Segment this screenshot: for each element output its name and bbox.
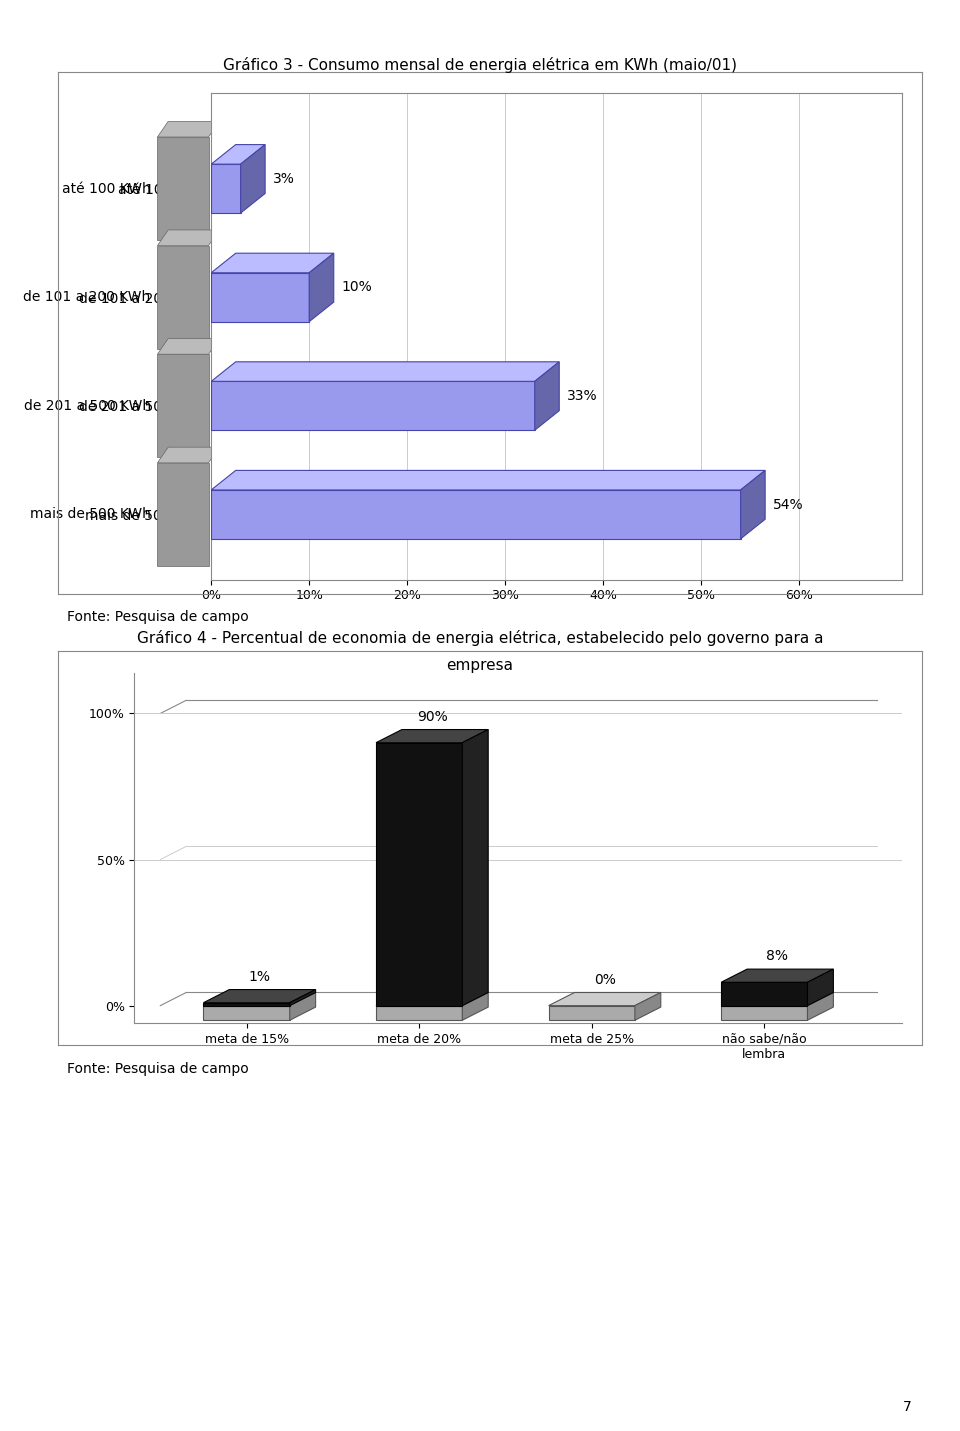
- Bar: [157, 137, 208, 240]
- Bar: [211, 489, 740, 539]
- Bar: [211, 273, 309, 322]
- Text: 33%: 33%: [567, 389, 598, 404]
- Polygon shape: [211, 471, 765, 489]
- Text: empresa: empresa: [446, 658, 514, 673]
- Bar: [721, 1006, 807, 1020]
- Polygon shape: [204, 990, 316, 1003]
- Bar: [211, 165, 241, 213]
- Text: Fonte: Pesquisa de campo: Fonte: Pesquisa de campo: [67, 610, 249, 624]
- Bar: [204, 1003, 290, 1006]
- Text: 7: 7: [903, 1400, 912, 1414]
- Text: 0%: 0%: [593, 973, 615, 986]
- Polygon shape: [548, 993, 660, 1006]
- Bar: [157, 462, 208, 567]
- Polygon shape: [157, 122, 219, 137]
- Polygon shape: [157, 446, 219, 462]
- Polygon shape: [463, 730, 489, 1006]
- Text: até 100 KWh: até 100 KWh: [62, 182, 151, 196]
- Polygon shape: [157, 339, 219, 355]
- Polygon shape: [807, 969, 833, 1006]
- Polygon shape: [241, 145, 265, 213]
- Polygon shape: [211, 253, 334, 273]
- Polygon shape: [290, 993, 316, 1020]
- Polygon shape: [535, 362, 560, 431]
- Text: Gráfico 3 - Consumo mensal de energia elétrica em KWh (maio/01): Gráfico 3 - Consumo mensal de energia el…: [223, 57, 737, 73]
- Polygon shape: [635, 993, 660, 1020]
- Text: 3%: 3%: [273, 172, 295, 186]
- Polygon shape: [721, 969, 833, 982]
- Polygon shape: [309, 253, 334, 322]
- Text: de 101 a 200 KWh: de 101 a 200 KWh: [23, 290, 151, 305]
- Polygon shape: [463, 993, 489, 1020]
- Bar: [548, 1006, 635, 1020]
- Text: 10%: 10%: [342, 280, 372, 295]
- Polygon shape: [740, 471, 765, 539]
- Polygon shape: [807, 993, 833, 1020]
- Bar: [204, 1006, 290, 1020]
- Polygon shape: [290, 990, 316, 1006]
- Polygon shape: [204, 993, 316, 1006]
- Text: 1%: 1%: [249, 970, 271, 983]
- Bar: [211, 381, 535, 431]
- Polygon shape: [157, 230, 219, 246]
- Bar: [376, 1006, 463, 1020]
- Text: 54%: 54%: [773, 498, 804, 512]
- Text: Fonte: Pesquisa de campo: Fonte: Pesquisa de campo: [67, 1062, 249, 1076]
- Polygon shape: [376, 730, 489, 743]
- Text: Gráfico 4 - Percentual de economia de energia elétrica, estabelecido pelo govern: Gráfico 4 - Percentual de economia de en…: [136, 630, 824, 645]
- Bar: [376, 743, 463, 1006]
- Text: mais de 500 KWh: mais de 500 KWh: [30, 508, 151, 521]
- Bar: [157, 246, 208, 349]
- Text: de 201 a 500 KWh: de 201 a 500 KWh: [24, 399, 151, 412]
- Polygon shape: [721, 993, 833, 1006]
- Text: 8%: 8%: [766, 949, 788, 963]
- Polygon shape: [211, 145, 265, 165]
- Polygon shape: [211, 362, 560, 381]
- Polygon shape: [376, 993, 489, 1006]
- Bar: [157, 355, 208, 458]
- Bar: [721, 982, 807, 1006]
- Text: 90%: 90%: [417, 710, 447, 724]
